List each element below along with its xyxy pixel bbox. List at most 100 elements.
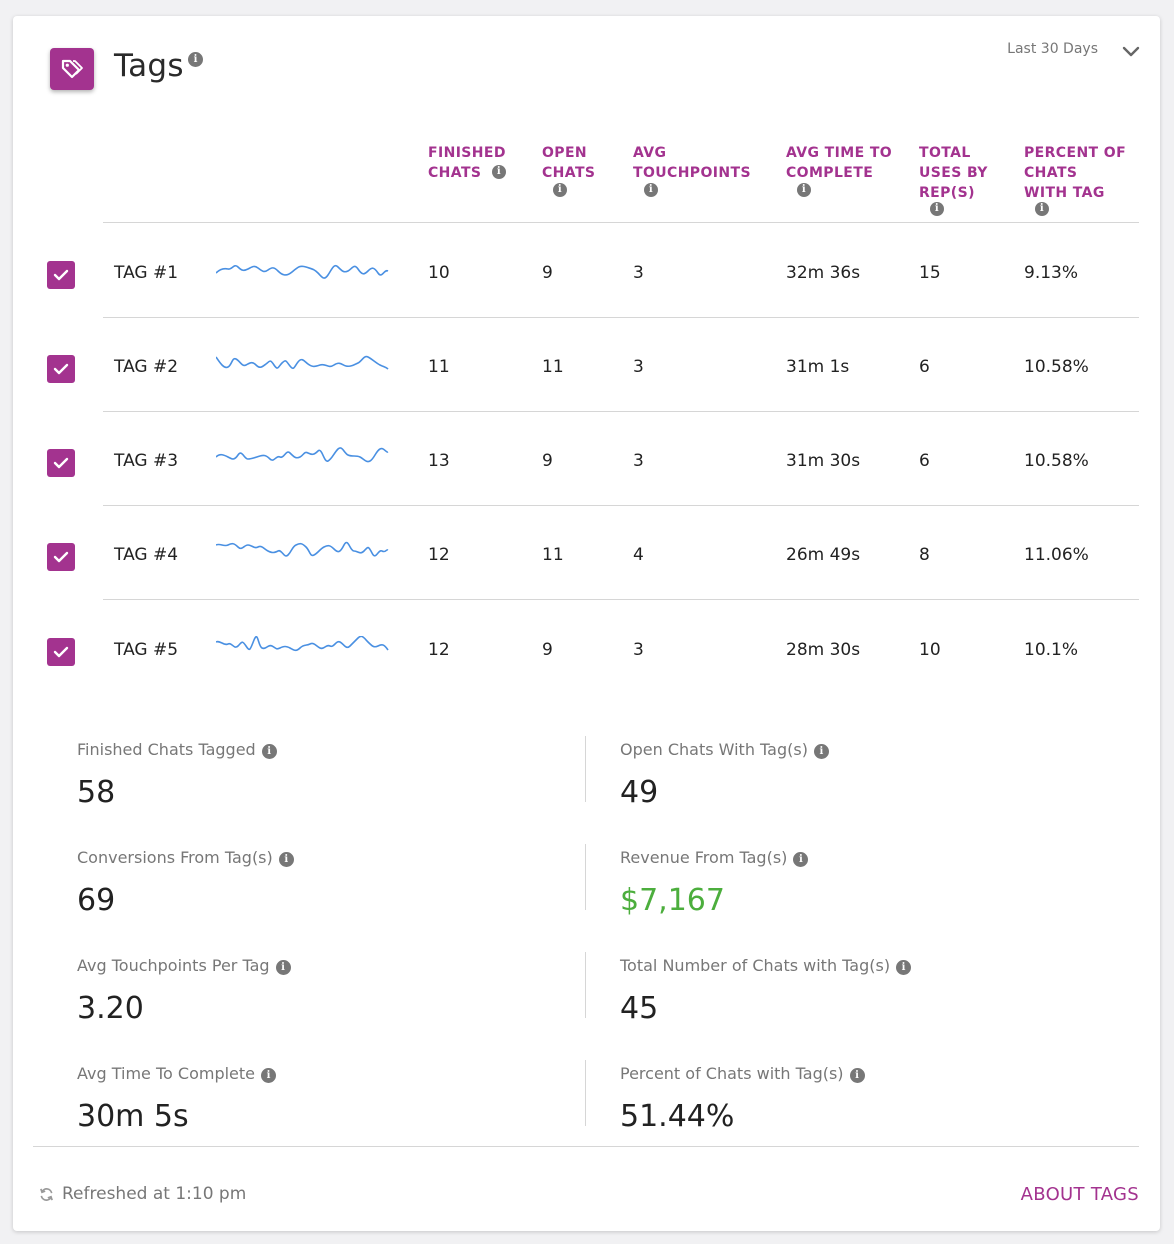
cell-uses: 6 [919, 451, 930, 471]
cell-touchpoints: 3 [633, 357, 644, 377]
sparkline [216, 264, 389, 279]
tags-card: Tags i Last 30 Days FINISHED CHATS i OPE… [13, 16, 1160, 1231]
table-row: TAG #4 12 11 4 26m 49s 8 11.06% [13, 505, 1160, 599]
stat-label: Finished Chats Tagged i [77, 740, 277, 759]
cell-percent: 10.58% [1024, 451, 1089, 471]
tag-icon [50, 48, 94, 90]
info-icon[interactable]: i [849, 1068, 865, 1083]
info-icon[interactable]: i [278, 852, 294, 867]
summary-stat: Revenue From Tag(s) i $7,167 [620, 848, 809, 918]
stat-label-text: Conversions From Tag(s) [77, 848, 273, 867]
stat-value: 30m 5s [77, 1099, 189, 1134]
stat-value: $7,167 [620, 883, 725, 918]
stat-label: Total Number of Chats with Tag(s) i [620, 956, 912, 975]
stat-label-text: Avg Time To Complete [77, 1064, 255, 1083]
row-checkbox[interactable] [47, 261, 75, 289]
sparkline [216, 355, 389, 370]
cell-touchpoints: 3 [633, 451, 644, 471]
stat-label-text: Revenue From Tag(s) [620, 848, 788, 867]
info-icon[interactable]: i [261, 744, 277, 759]
tag-name: TAG #3 [114, 451, 179, 471]
cell-avg-time: 31m 30s [786, 451, 861, 471]
stat-label-text: Percent of Chats with Tag(s) [620, 1064, 844, 1083]
chevron-down-icon[interactable] [1122, 43, 1140, 62]
stat-value: 3.20 [77, 991, 144, 1026]
divider [585, 844, 586, 910]
stat-label: Revenue From Tag(s) i [620, 848, 809, 867]
cell-uses: 8 [919, 545, 930, 565]
stat-label-text: Open Chats With Tag(s) [620, 740, 808, 759]
title-info-icon[interactable]: i [188, 52, 203, 67]
stat-label-text: Finished Chats Tagged [77, 740, 256, 759]
cell-finished: 13 [428, 451, 450, 471]
sparkline [216, 541, 389, 557]
info-icon[interactable]: i [275, 960, 291, 975]
divider [585, 1060, 586, 1126]
stat-label: Conversions From Tag(s) i [77, 848, 294, 867]
divider [103, 411, 1139, 412]
divider [103, 599, 1139, 600]
stat-value: 69 [77, 883, 116, 918]
info-icon[interactable]: i [553, 183, 567, 197]
tag-name: TAG #5 [114, 640, 179, 660]
table-row: TAG #5 12 9 3 28m 30s 10 10.1% [13, 600, 1160, 694]
info-icon[interactable]: i [1035, 202, 1049, 216]
cell-uses: 10 [919, 640, 941, 660]
info-icon[interactable]: i [793, 852, 809, 867]
stat-value: 49 [620, 775, 659, 810]
row-checkbox[interactable] [47, 543, 75, 571]
cell-percent: 11.06% [1024, 545, 1089, 565]
sparkline [216, 447, 389, 463]
stat-value: 45 [620, 991, 659, 1026]
cell-finished: 11 [428, 357, 450, 377]
cell-finished: 12 [428, 545, 450, 565]
cell-touchpoints: 4 [633, 545, 644, 565]
cell-open: 11 [542, 545, 564, 565]
stat-label: Percent of Chats with Tag(s) i [620, 1064, 865, 1083]
date-range-select[interactable]: Last 30 Days [1007, 41, 1098, 57]
sparkline [216, 636, 389, 652]
divider [103, 222, 1139, 223]
row-checkbox[interactable] [47, 638, 75, 666]
refresh-status: Refreshed at 1:10 pm [39, 1184, 246, 1204]
cell-open: 9 [542, 640, 553, 660]
stat-label: Avg Touchpoints Per Tag i [77, 956, 291, 975]
cell-open: 11 [542, 357, 564, 377]
cell-uses: 15 [919, 263, 941, 283]
cell-finished: 10 [428, 263, 450, 283]
summary-stat: Percent of Chats with Tag(s) i 51.44% [620, 1064, 865, 1134]
stat-value: 51.44% [620, 1099, 735, 1134]
summary-stat: Open Chats With Tag(s) i 49 [620, 740, 829, 810]
summary-stat: Avg Touchpoints Per Tag i 3.20 [77, 956, 291, 1026]
column-header-percent: PERCENT OF CHATS WITH TAG i [1024, 145, 1127, 216]
about-tags-link[interactable]: ABOUT TAGS [1020, 1184, 1139, 1205]
info-icon[interactable]: i [896, 960, 912, 975]
cell-avg-time: 32m 36s [786, 263, 861, 283]
divider [585, 736, 586, 802]
cell-finished: 12 [428, 640, 450, 660]
stat-label-text: Total Number of Chats with Tag(s) [620, 956, 891, 975]
info-icon[interactable]: i [644, 183, 658, 197]
cell-percent: 10.58% [1024, 357, 1089, 377]
page-title: Tags [114, 48, 184, 84]
table-row: TAG #1 10 9 3 32m 36s 15 9.13% [13, 223, 1160, 317]
column-header-avg-time: AVG TIME TO COMPLETE i [786, 145, 893, 197]
row-checkbox[interactable] [47, 449, 75, 477]
info-icon[interactable]: i [797, 183, 811, 197]
info-icon[interactable]: i [930, 202, 944, 216]
table-row: TAG #2 11 11 3 31m 1s 6 10.58% [13, 317, 1160, 411]
summary-stat: Finished Chats Tagged i 58 [77, 740, 277, 810]
divider [103, 317, 1139, 318]
table-row: TAG #3 13 9 3 31m 30s 6 10.58% [13, 411, 1160, 505]
cell-open: 9 [542, 263, 553, 283]
row-checkbox[interactable] [47, 355, 75, 383]
info-icon[interactable]: i [813, 744, 829, 759]
stat-label: Open Chats With Tag(s) i [620, 740, 829, 759]
divider [33, 1146, 1139, 1147]
info-icon[interactable]: i [261, 1068, 276, 1083]
summary-stat: Avg Time To Complete i 30m 5s [77, 1064, 276, 1134]
info-icon[interactable]: i [491, 165, 506, 179]
column-header-total-uses: TOTAL USES BY REP(S) i [919, 145, 988, 216]
stat-label-text: Avg Touchpoints Per Tag [77, 956, 270, 975]
refresh-icon[interactable] [39, 1184, 62, 1204]
